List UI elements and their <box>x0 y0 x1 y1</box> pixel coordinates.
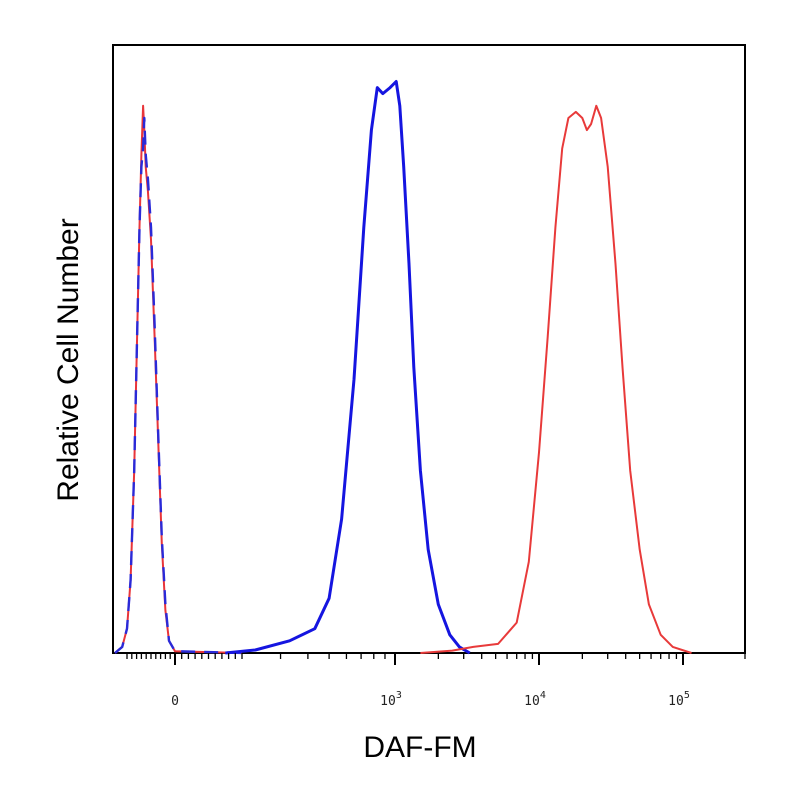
x-tick-exponent-1: 3 <box>396 690 402 701</box>
x-tick-base-3: 10 <box>668 694 684 709</box>
minor-ticks <box>126 653 746 659</box>
x-tick-base-2: 10 <box>524 694 540 709</box>
major-ticks <box>174 653 684 665</box>
y-axis-title: Relative Cell Number <box>52 218 85 501</box>
series-line-3 <box>420 104 692 654</box>
series-line-2 <box>225 80 471 655</box>
x-tick-label-1: 103 <box>380 690 402 709</box>
x-axis-title: DAF-FM <box>363 731 476 764</box>
x-tick-base-1: 10 <box>380 694 396 709</box>
x-tick-exponent-2: 4 <box>540 690 546 701</box>
series-line-0 <box>114 104 243 654</box>
series-layer <box>114 80 692 655</box>
x-tick-label-2: 104 <box>524 690 546 709</box>
x-tick-label-0: 0 <box>171 694 179 709</box>
x-tick-label-3: 105 <box>668 690 690 709</box>
x-tick-exponent-3: 5 <box>684 690 690 701</box>
series-line-1 <box>114 116 243 655</box>
tick-labels: 0 103 104 105 <box>171 690 690 709</box>
